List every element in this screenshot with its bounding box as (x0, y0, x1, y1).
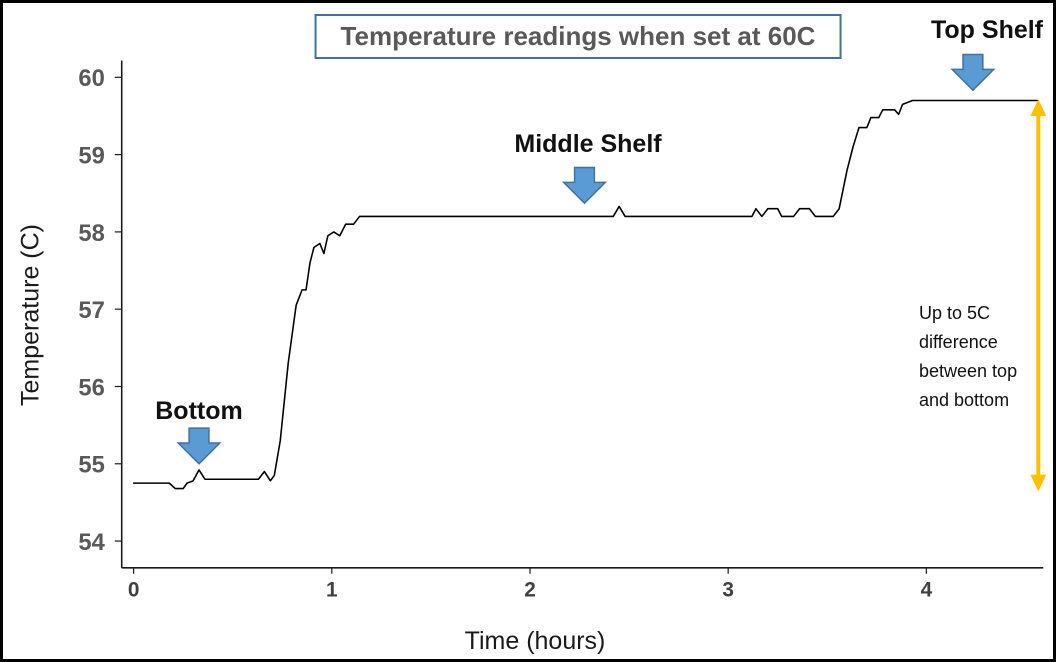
y-tick-label: 59 (78, 143, 104, 170)
x-tick-label: 2 (524, 579, 536, 602)
y-tick-label: 56 (78, 374, 104, 401)
y-axis-title: Temperature (C) (16, 224, 45, 406)
annotation-top-shelf: Top Shelf (930, 16, 1044, 44)
y-tick-label: 54 (78, 529, 105, 556)
x-tick-label: 3 (722, 579, 734, 602)
annotation-bottom-shelf: Bottom (155, 397, 243, 425)
y-tick-label: 57 (78, 297, 104, 324)
x-tick-label: 4 (921, 579, 933, 602)
chart-canvas: 54 55 56 57 58 59 60 0 1 2 3 4 (78, 53, 1047, 602)
x-tick-labels: 0 1 2 3 4 (128, 567, 933, 602)
annotation-middle-shelf: Middle Shelf (514, 130, 662, 158)
y-tick-label: 60 (78, 65, 104, 92)
chart-title: Temperature readings when set at 60C (314, 14, 842, 59)
range-arrow-icon (1030, 99, 1047, 492)
temperature-line (132, 99, 1039, 490)
bottom-arrow-icon (176, 427, 222, 465)
top-arrow-icon (950, 53, 996, 92)
y-tick-label: 58 (78, 220, 104, 247)
annotation-range-note: Up to 5C difference between top and bott… (919, 303, 1018, 410)
x-tick-label: 1 (326, 579, 338, 602)
axes: 54 55 56 57 58 59 60 0 1 2 3 4 (78, 60, 1044, 602)
x-tick-label: 0 (128, 579, 140, 602)
range-arrow-bottom-head (1030, 474, 1047, 492)
range-arrow-top-head (1030, 99, 1047, 116)
x-axis-title: Time (hours) (464, 627, 606, 655)
middle-arrow-icon (561, 166, 608, 205)
y-tick-label: 55 (78, 452, 104, 479)
y-tick-labels: 54 55 56 57 58 59 60 (78, 65, 122, 556)
